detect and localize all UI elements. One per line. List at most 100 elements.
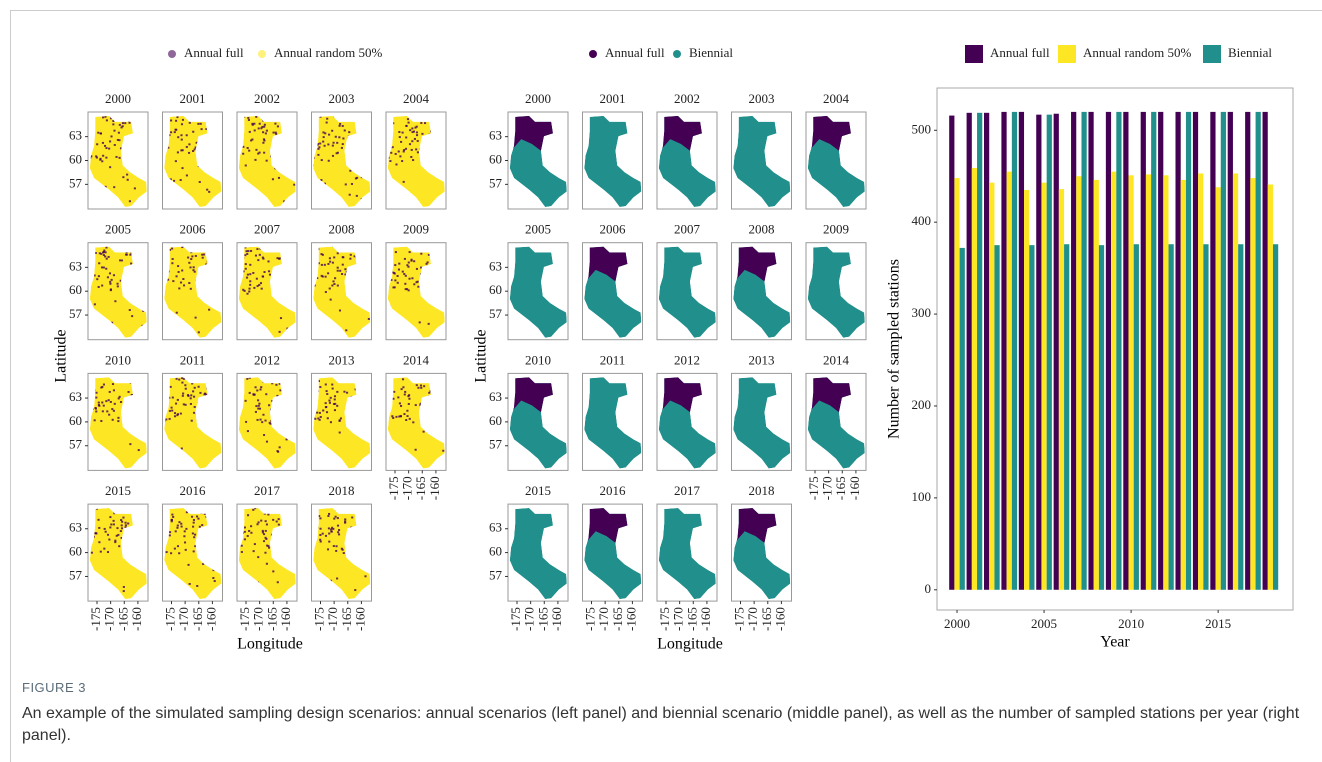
map-full-region — [512, 377, 553, 413]
map-full-station — [95, 391, 98, 394]
map-full-station — [271, 178, 274, 181]
map-full-station — [318, 515, 321, 518]
map-full-station — [181, 246, 184, 249]
map-full-station — [330, 528, 333, 531]
panel-title: 2011 — [180, 352, 206, 367]
map-full-station — [97, 286, 100, 288]
map — [584, 115, 642, 208]
map-full-station — [176, 398, 179, 401]
map-full-station — [406, 409, 409, 412]
map-full-station — [418, 321, 421, 324]
map — [807, 377, 865, 469]
map-full-station — [180, 522, 183, 525]
map-full-station — [109, 280, 112, 283]
map-full-station — [396, 281, 399, 284]
map-full-station — [319, 386, 322, 388]
map-full-station — [168, 409, 171, 412]
x-tick-label: -170 — [251, 607, 266, 631]
map-full-station — [404, 274, 407, 277]
map-full-station — [319, 142, 322, 145]
map-full-station — [184, 387, 187, 390]
map-full-station — [250, 525, 253, 528]
map-full-station — [272, 131, 275, 134]
map-full-station — [177, 265, 180, 268]
map-full-station — [127, 390, 130, 393]
x-tick-label: 2015 — [1205, 616, 1231, 631]
panel-title: 2009 — [403, 222, 429, 237]
map-full-station — [128, 200, 131, 203]
map — [733, 246, 791, 338]
map-region — [313, 507, 371, 600]
map-full-station — [255, 148, 258, 151]
map — [584, 246, 642, 338]
map-full-station — [327, 159, 330, 162]
map-full-station — [137, 449, 140, 452]
map-full-station — [409, 129, 412, 132]
map-region — [733, 115, 791, 208]
map-full-station — [264, 419, 267, 422]
map-full-station — [104, 185, 107, 188]
bar — [994, 245, 1000, 590]
map-full-station — [404, 288, 407, 291]
map-full-station — [275, 383, 278, 386]
map-full-station — [174, 128, 177, 131]
map-full-station — [251, 123, 254, 126]
map-full-station — [189, 287, 192, 290]
map-full-station — [318, 418, 321, 421]
map-full-station — [260, 127, 263, 130]
map-full-station — [262, 413, 265, 416]
map-region — [658, 246, 716, 338]
x-tick-label: -170 — [596, 607, 611, 631]
map-full-station — [336, 269, 339, 272]
map-full-station — [330, 530, 333, 533]
x-tick-label: -165 — [190, 607, 205, 631]
map-full-station — [129, 443, 132, 446]
map-full-station — [185, 511, 188, 514]
bar — [1029, 245, 1035, 590]
map-full-station — [192, 390, 195, 393]
map-full-station — [118, 395, 121, 398]
map-full-station — [189, 397, 192, 400]
map — [658, 377, 716, 469]
y-tick-label: 500 — [912, 121, 932, 136]
map-full-station — [398, 415, 401, 418]
panel-title: 2002 — [254, 91, 280, 106]
map-full-station — [246, 273, 249, 276]
map-full-station — [127, 522, 130, 525]
map-full-station — [319, 540, 322, 543]
map-full-station — [247, 116, 250, 119]
map-full-station — [129, 253, 132, 256]
map-full-station — [245, 250, 248, 253]
map-full-station — [167, 146, 170, 149]
map-full-station — [213, 580, 216, 583]
x-tick-label: -175 — [731, 607, 746, 631]
map-full-station — [278, 382, 281, 385]
map-region — [658, 507, 716, 600]
map-full-station — [102, 404, 105, 407]
map-full-station — [103, 527, 106, 530]
map-full-station — [242, 145, 245, 148]
map-full-station — [350, 183, 354, 185]
map-full-station — [336, 252, 339, 255]
map-full-station — [265, 129, 268, 132]
map-full-station — [337, 531, 340, 534]
map-full-station — [397, 396, 400, 399]
map-full-station — [324, 132, 327, 135]
map-full-station — [410, 258, 413, 261]
map-full-station — [199, 122, 202, 125]
map-full-station — [183, 530, 186, 533]
map-full-station — [119, 147, 123, 150]
bar — [1018, 111, 1025, 590]
map-full-station — [249, 280, 252, 283]
map-full-station — [338, 136, 341, 139]
y-tick-label: 57 — [489, 175, 503, 190]
map-full-station — [96, 278, 99, 281]
map-full-station — [244, 254, 247, 257]
map-region — [313, 377, 371, 469]
map-full-station — [351, 516, 354, 519]
map-full-station — [401, 270, 404, 273]
map-full-station — [173, 412, 177, 415]
map — [584, 377, 642, 469]
map-full-station — [317, 380, 320, 383]
map-full-station — [169, 531, 172, 534]
